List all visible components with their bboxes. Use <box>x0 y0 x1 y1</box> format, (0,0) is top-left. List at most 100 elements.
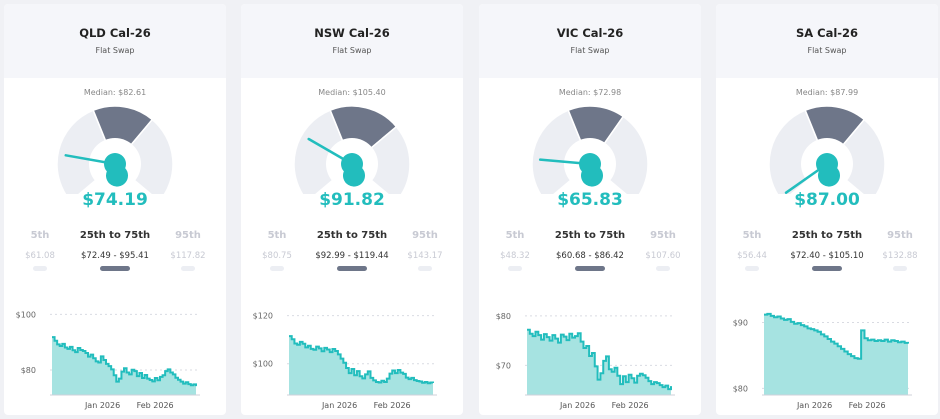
card-title: QLD Cal-26 <box>79 26 151 40</box>
card-qld[interactable]: QLD Cal-26 Flat Swap Median: $82.61 $74.… <box>4 4 226 415</box>
percentile-5th-label: 5th <box>267 230 287 241</box>
y-tick-label: $80 <box>21 366 36 375</box>
x-tick-label: Jan 2026 <box>84 401 120 410</box>
y-tick-label: $70 <box>496 361 511 370</box>
card-header: SA Cal-26 Flat Swap <box>716 4 938 78</box>
x-tick-label: Feb 2026 <box>849 401 886 410</box>
gauge-value: $74.19 <box>82 190 148 210</box>
percentile-mid-label: 25th to 75th <box>791 230 863 241</box>
median-label: Median: $87.99 <box>795 88 859 97</box>
percentile-5th: 5th $80.75 <box>251 230 303 271</box>
percentile-5th-value: $56.44 <box>737 251 767 261</box>
percentile-5th-indicator <box>33 266 47 271</box>
x-tick-label: Feb 2026 <box>612 401 649 410</box>
percentile-5th: 5th $61.08 <box>14 230 66 271</box>
percentile-95th: 95th $143.17 <box>399 230 451 271</box>
percentile-mid-value: $92.99 - $119.44 <box>315 251 389 261</box>
card-subtitle: Flat Swap <box>807 46 847 55</box>
percentile-row: 5th $80.75 25th to 75th $92.99 - $119.44… <box>241 230 463 280</box>
percentile-5th-label: 5th <box>505 230 525 241</box>
y-tick-label: $120 <box>253 312 273 321</box>
percentile-95th-indicator <box>893 266 907 271</box>
percentile-row: 5th $56.44 25th to 75th $72.40 - $105.10… <box>716 230 938 280</box>
gauge-hub-disc <box>341 153 363 175</box>
series-line <box>764 312 909 360</box>
percentile-mid-label: 25th to 75th <box>316 230 388 241</box>
percentile-95th-indicator <box>418 266 432 271</box>
y-tick-label: $90 <box>733 318 748 327</box>
y-tick-label: $100 <box>16 310 36 319</box>
y-tick-label: $100 <box>253 360 273 369</box>
gauge-hub-disc <box>816 153 838 175</box>
percentile-mid-value: $60.68 - $86.42 <box>556 251 624 261</box>
area-fill <box>52 337 196 395</box>
x-tick-label: Jan 2026 <box>559 401 595 410</box>
gauge <box>768 105 886 194</box>
percentile-row: 5th $48.32 25th to 75th $60.68 - $86.42 … <box>479 230 701 280</box>
percentile-mid-indicator <box>337 266 367 271</box>
percentile-5th-indicator <box>745 266 759 271</box>
card-title: SA Cal-26 <box>795 26 859 40</box>
median-label: Median: $82.61 <box>83 88 147 97</box>
percentile-5th-label: 5th <box>30 230 50 241</box>
percentile-95th-label: 95th <box>650 230 676 241</box>
card-header: VIC Cal-26 Flat Swap <box>479 4 701 78</box>
percentile-mid-indicator <box>812 266 842 271</box>
percentile-mid-label: 25th to 75th <box>79 230 151 241</box>
gauge-value: $87.00 <box>794 190 860 210</box>
percentile-5th-label: 5th <box>742 230 762 241</box>
percentile-mid-indicator <box>100 266 130 271</box>
card-subtitle: Flat Swap <box>332 46 372 55</box>
card-grid: QLD Cal-26 Flat Swap Median: $82.61 $74.… <box>4 4 938 415</box>
price-history-chart: $90 $80 Jan 2026 Feb 2026 <box>733 312 912 410</box>
x-tick-label: Feb 2026 <box>137 401 174 410</box>
area-fill <box>764 313 908 395</box>
median-label: Median: $105.40 <box>318 88 386 97</box>
card-sa[interactable]: SA Cal-26 Flat Swap Median: $87.99 $87.0… <box>716 4 938 415</box>
percentile-5th: 5th $56.44 <box>726 230 778 271</box>
percentile-mid-value: $72.40 - $105.10 <box>790 251 864 261</box>
percentile-95th: 95th $107.60 <box>637 230 689 271</box>
percentile-95th-label: 95th <box>887 230 913 241</box>
price-history-chart: $100 $80 Jan 2026 Feb 2026 <box>16 310 200 410</box>
percentile-95th-indicator <box>181 266 195 271</box>
percentile-mid-label: 25th to 75th <box>554 230 626 241</box>
percentile-95th-value: $132.88 <box>882 251 918 261</box>
gauge-value: $65.83 <box>557 190 623 210</box>
percentile-5th: 5th $48.32 <box>489 230 541 271</box>
gauge-value: $91.82 <box>319 190 385 210</box>
percentile-95th-label: 95th <box>175 230 201 241</box>
percentile-5th-indicator <box>508 266 522 271</box>
percentile-mid: 25th to 75th $72.40 - $105.10 <box>777 230 877 271</box>
percentile-mid-indicator <box>575 266 605 271</box>
percentile-5th-value: $80.75 <box>262 251 292 261</box>
card-nsw[interactable]: NSW Cal-26 Flat Swap Median: $105.40 $91… <box>241 4 463 415</box>
median-label: Median: $72.98 <box>558 88 622 97</box>
percentile-95th: 95th $132.88 <box>874 230 926 271</box>
card-subtitle: Flat Swap <box>95 46 135 55</box>
percentile-95th-value: $117.82 <box>170 251 206 261</box>
percentile-mid: 25th to 75th $72.49 - $95.41 <box>65 230 165 271</box>
percentile-95th-indicator <box>656 266 670 271</box>
percentile-mid: 25th to 75th $92.99 - $119.44 <box>302 230 402 271</box>
percentile-row: 5th $61.08 25th to 75th $72.49 - $95.41 … <box>4 230 226 280</box>
series-line <box>289 335 434 385</box>
percentile-5th-value: $48.32 <box>500 251 530 261</box>
percentile-95th-label: 95th <box>412 230 438 241</box>
card-vic[interactable]: VIC Cal-26 Flat Swap Median: $72.98 $65.… <box>479 4 701 415</box>
gauge-segment-high <box>350 125 411 194</box>
gauge <box>293 105 411 194</box>
card-header: QLD Cal-26 Flat Swap <box>4 4 226 78</box>
price-history-chart: $120 $100 Jan 2026 Feb 2026 <box>253 312 437 410</box>
percentile-95th-value: $107.60 <box>645 251 681 261</box>
percentile-mid-value: $72.49 - $95.41 <box>81 251 149 261</box>
series-line <box>527 328 672 391</box>
area-fill <box>527 329 671 395</box>
x-tick-label: Jan 2026 <box>796 401 832 410</box>
y-tick-label: $80 <box>733 384 748 393</box>
card-title: NSW Cal-26 <box>314 26 390 40</box>
series-line <box>52 336 197 387</box>
percentile-5th-value: $61.08 <box>25 251 55 261</box>
y-tick-label: $80 <box>496 312 511 321</box>
x-tick-label: Feb 2026 <box>374 401 411 410</box>
